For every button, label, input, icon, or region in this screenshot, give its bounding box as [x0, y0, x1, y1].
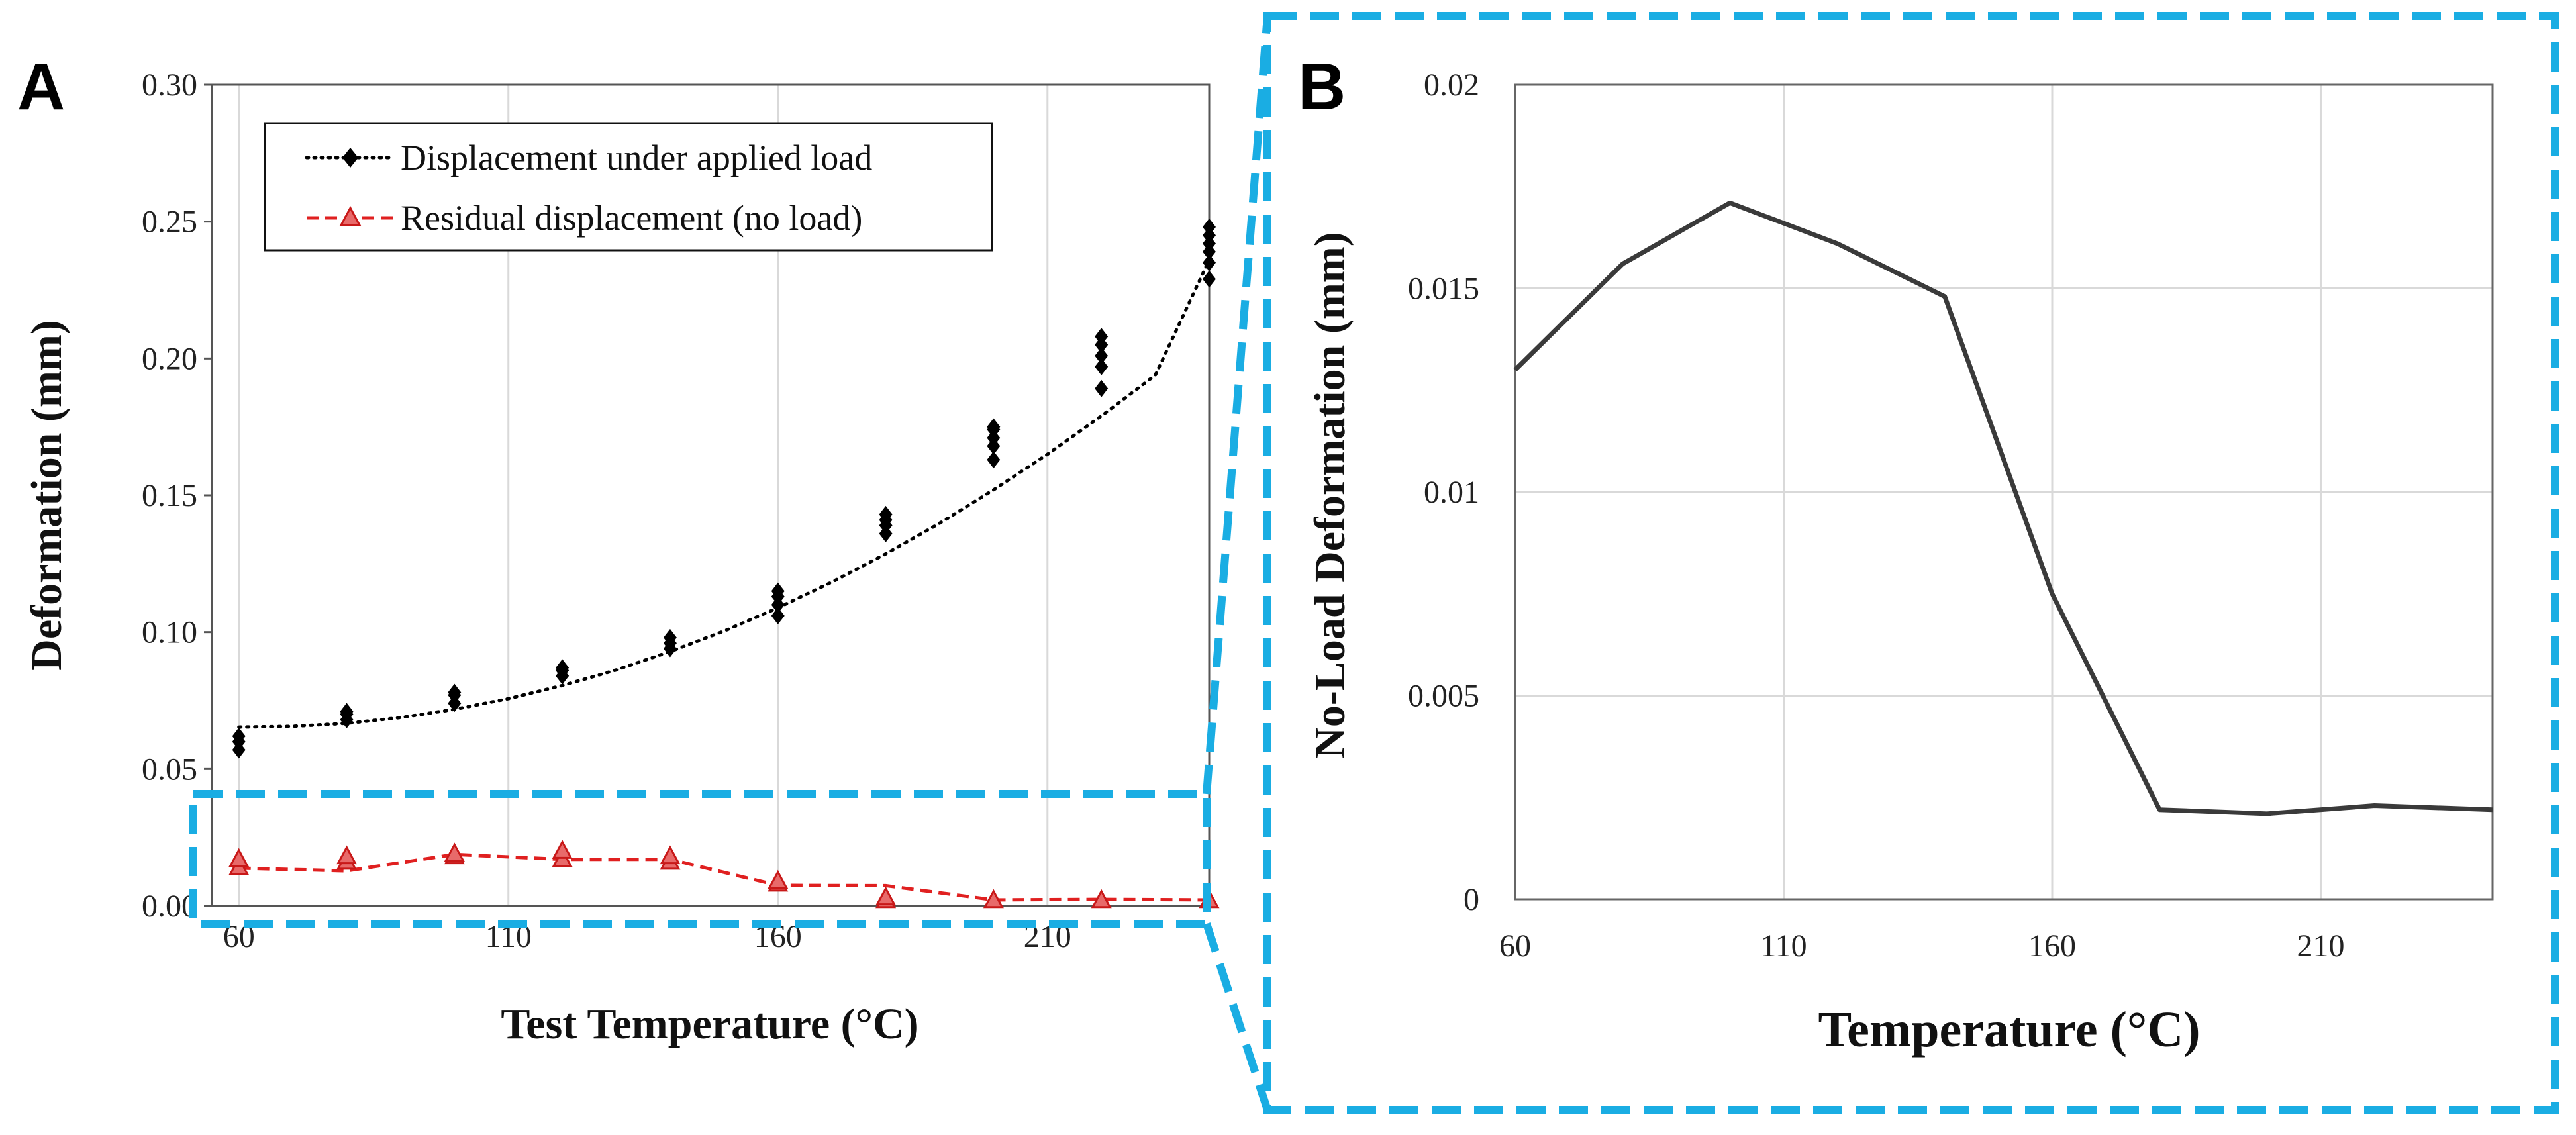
panel-a-y-tick-label: 0.05 — [142, 752, 197, 787]
loaded-trend-line — [237, 258, 1211, 729]
residual-point — [660, 845, 681, 865]
panel-b-x-tick-label: 60 — [1499, 928, 1531, 963]
panel-a-legend: Displacement under applied load Residual… — [264, 122, 993, 252]
panel-b-y-tick-label: 0.01 — [1424, 475, 1479, 510]
legend-loaded-label: Displacement under applied load — [401, 138, 872, 177]
panel-b-y-tick-label: 0 — [1463, 882, 1479, 917]
panel-a-legend-box — [264, 122, 993, 252]
panel-a-y-axis-title: Deformation (mm) — [23, 320, 71, 671]
panel-b-label: B — [1298, 50, 1346, 124]
loaded-point — [232, 727, 246, 745]
loaded-point — [987, 418, 1001, 436]
loaded-point — [340, 703, 354, 720]
panel-b-y-tick-label: 0.005 — [1408, 679, 1479, 714]
panel-a-highlight-box — [189, 790, 1211, 928]
panel-b-series — [1513, 200, 2493, 816]
panel-a-label: A — [17, 50, 65, 124]
loaded-point — [556, 659, 570, 677]
panel-a-x-axis-title: Test Temperature (°C) — [501, 1000, 918, 1048]
loaded-point — [1095, 347, 1109, 365]
panel-b-x-ticks: 60 110 160 210 — [1499, 928, 2344, 963]
loaded-point — [987, 451, 1001, 469]
legend-residual-marker — [339, 205, 362, 226]
panel-a-y-ticks: 0.00 0.05 0.10 0.15 0.20 0.25 0.30 — [142, 68, 212, 924]
panel-b-y-ticks: 0 0.005 0.01 0.015 0.02 — [1408, 68, 1479, 917]
residual-point — [336, 845, 358, 865]
loaded-point — [1203, 218, 1216, 236]
panel-a-y-tick-label: 0.30 — [142, 68, 197, 103]
panel-b-highlight-frame — [1263, 12, 2559, 1114]
loaded-point — [1095, 358, 1109, 375]
loaded-point — [1203, 270, 1216, 288]
loaded-point — [771, 607, 785, 624]
panel-a-y-tick-label: 0.15 — [142, 478, 197, 513]
panel-a-y-tick-label: 0.25 — [142, 205, 197, 240]
panel-b-gridlines — [1515, 85, 2493, 899]
residual-point — [875, 886, 897, 906]
loaded-point — [1095, 379, 1109, 397]
panel-b-x-tick-label: 160 — [2028, 928, 2076, 963]
panel-b-plot-frame — [1514, 83, 2494, 901]
loaded-point — [1095, 328, 1109, 346]
residual-point — [228, 848, 250, 867]
panel-b-y-tick-label: 0.015 — [1408, 271, 1479, 307]
zoom-connector-top — [1203, 15, 1271, 795]
panel-b-x-axis-title: Temperature (°C) — [1818, 1002, 2200, 1058]
loaded-point — [1203, 254, 1216, 271]
loaded-point — [448, 683, 462, 701]
residual-point — [444, 842, 465, 862]
panel-a-series — [228, 218, 1220, 909]
loaded-point — [879, 505, 893, 523]
legend-residual-label: Residual displacement (no load) — [401, 198, 862, 238]
loaded-point — [663, 628, 677, 646]
panel-b-y-tick-label: 0.02 — [1424, 68, 1479, 103]
residual-point — [552, 840, 573, 859]
panel-b-x-tick-label: 110 — [1760, 928, 1807, 963]
loaded-point — [771, 582, 785, 600]
panel-b-x-tick-label: 210 — [2297, 928, 2344, 963]
residual-point — [983, 889, 1004, 909]
panel-b-y-axis-title: No-Load Deformation (mm) — [1306, 232, 1354, 759]
panel-a-y-tick-label: 0.00 — [142, 889, 197, 924]
no-load-deformation-line — [1513, 200, 2493, 816]
panel-a-y-tick-label: 0.20 — [142, 341, 197, 376]
residual-line — [238, 852, 1210, 902]
legend-loaded-marker — [342, 148, 358, 168]
zoom-connector-bottom — [1203, 922, 1271, 1111]
residual-point — [768, 869, 789, 889]
panel-a-y-tick-label: 0.10 — [142, 615, 197, 650]
residual-point — [1091, 889, 1112, 909]
